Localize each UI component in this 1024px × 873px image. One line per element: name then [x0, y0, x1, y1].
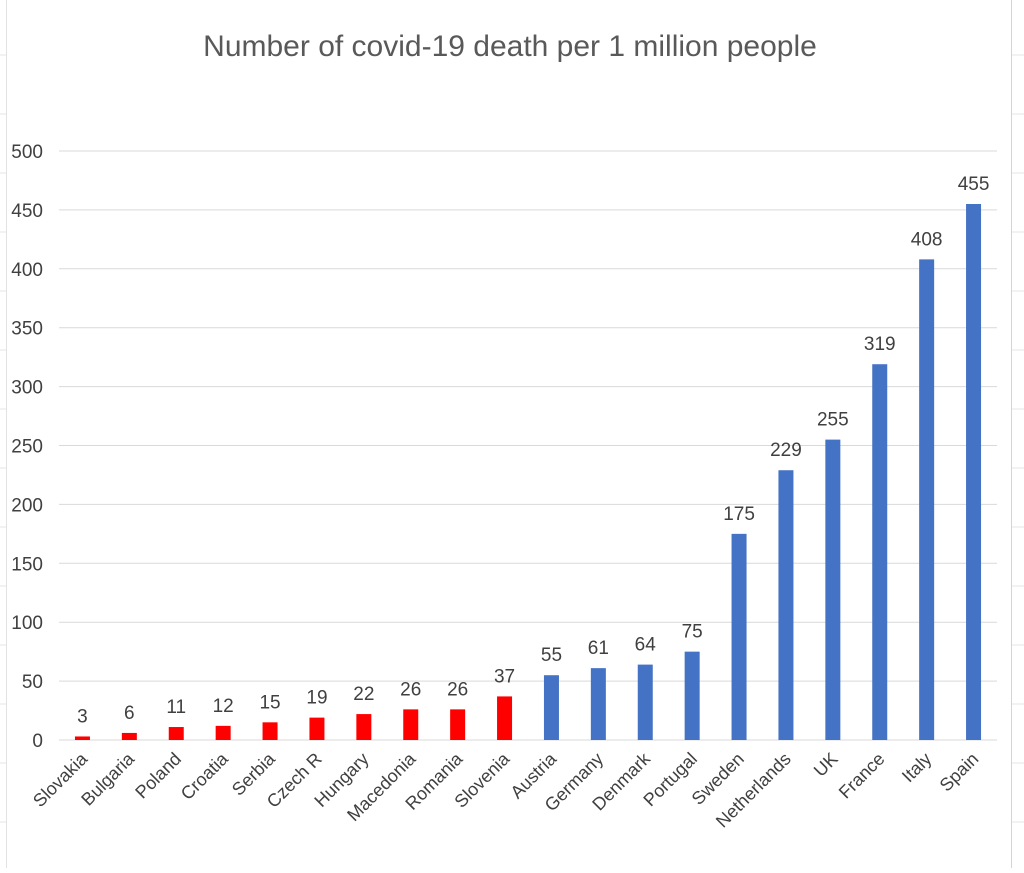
data-labels: 3 6 11 12 15 19 22 26 26 37 55 61 64 75 175 229 255 319 40… [77, 174, 989, 727]
y-tick-label: 300 [11, 378, 43, 399]
bar-denmark[interactable] [637, 664, 653, 740]
bar-chart: 0 50 100 150 200 250 300 350 400 450 500 3 6 11 12 15 1… [11, 30, 997, 831]
y-tick-label: 400 [11, 260, 43, 281]
data-label: 175 [723, 504, 755, 525]
y-axis-ticks: 0 50 100 150 200 250 300 350 400 450 500 [11, 142, 43, 752]
chart-title: Number of covid-19 death per 1 million p… [203, 30, 817, 63]
data-label: 3 [77, 706, 88, 727]
data-label: 75 [682, 622, 703, 643]
bar-czech-r[interactable] [309, 717, 325, 740]
bar-romania[interactable] [450, 709, 466, 740]
data-label: 22 [353, 684, 374, 705]
gridlines [59, 150, 997, 741]
data-label: 26 [447, 679, 468, 700]
data-label: 64 [635, 635, 657, 656]
bar-spain[interactable] [966, 204, 982, 740]
data-label: 15 [259, 692, 280, 713]
bar-serbia[interactable] [262, 722, 278, 740]
bars [74, 204, 982, 740]
data-label: 229 [770, 440, 802, 461]
data-label: 6 [124, 703, 135, 724]
bar-sweden[interactable] [731, 533, 747, 740]
bar-uk[interactable] [825, 439, 841, 740]
y-tick-label: 0 [32, 731, 43, 752]
y-tick-label: 450 [11, 201, 43, 222]
y-tick-label: 200 [11, 495, 43, 516]
y-tick-label: 250 [11, 437, 43, 458]
bar-austria[interactable] [543, 675, 559, 740]
data-label: 61 [588, 638, 609, 659]
bar-macedonia[interactable] [403, 709, 419, 740]
y-tick-label: 350 [11, 319, 43, 340]
data-label: 455 [958, 174, 990, 195]
bar-france[interactable] [872, 364, 888, 740]
x-tick-label: Bulgaria [77, 748, 139, 810]
bar-slovenia[interactable] [497, 696, 513, 740]
y-tick-label: 50 [22, 672, 43, 693]
data-label: 19 [306, 688, 327, 709]
bar-slovakia[interactable] [74, 736, 90, 740]
data-label: 55 [541, 645, 562, 666]
bar-hungary[interactable] [356, 714, 372, 740]
data-label: 12 [213, 696, 234, 717]
bar-netherlands[interactable] [778, 470, 794, 740]
data-label: 11 [166, 697, 186, 718]
bar-bulgaria[interactable] [121, 732, 137, 740]
x-tick-label: France [835, 749, 889, 803]
bar-portugal[interactable] [684, 651, 700, 740]
bar-croatia[interactable] [215, 725, 231, 740]
y-tick-label: 500 [11, 142, 43, 163]
chart-container[interactable]: 0 50 100 150 200 250 300 350 400 450 500 3 6 11 12 15 1… [6, 0, 1012, 868]
x-tick-label: UK [810, 749, 842, 781]
data-label: 408 [911, 229, 943, 250]
data-label: 26 [400, 679, 421, 700]
x-axis-categories: SlovakiaBulgariaPolandCroatiaSerbiaCzech… [29, 748, 982, 831]
bar-italy[interactable] [919, 259, 935, 740]
data-label: 255 [817, 410, 849, 431]
x-tick-label: Spain [936, 749, 983, 796]
y-tick-label: 100 [11, 613, 43, 634]
bar-germany[interactable] [590, 668, 606, 740]
y-tick-label: 150 [11, 554, 43, 575]
x-tick-label: Poland [131, 749, 185, 803]
data-label: 319 [864, 334, 896, 355]
bar-poland[interactable] [168, 727, 184, 740]
x-tick-label: Croatia [177, 748, 233, 804]
x-tick-label: Italy [898, 749, 935, 786]
data-label: 37 [494, 666, 515, 687]
